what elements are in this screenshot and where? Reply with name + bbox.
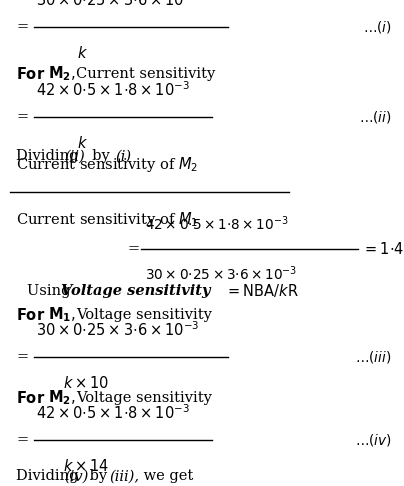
Text: $= 1{\cdot}4$: $= 1{\cdot}4$ (362, 241, 404, 257)
Text: (ii): (ii) (64, 150, 84, 163)
Text: Voltage sensitivity: Voltage sensitivity (76, 391, 212, 404)
Text: Voltage sensitivity: Voltage sensitivity (61, 284, 211, 297)
Text: Current sensitivity of $M_1$: Current sensitivity of $M_1$ (16, 210, 198, 229)
Text: $30\times0{\cdot}25\times3{\cdot}6\times10^{-3}$: $30\times0{\cdot}25\times3{\cdot}6\times… (36, 321, 200, 339)
Text: $k$: $k$ (77, 135, 88, 151)
Text: $42\times0{\cdot}5\times1{\cdot}8\times10^{-3}$: $42\times0{\cdot}5\times1{\cdot}8\times1… (145, 215, 289, 233)
Text: Dividing: Dividing (16, 469, 83, 483)
Text: (iii),: (iii), (109, 469, 139, 483)
Text: (iv): (iv) (64, 469, 88, 483)
Text: $= \mathrm{NBA}/k\mathrm{R}$: $= \mathrm{NBA}/k\mathrm{R}$ (225, 282, 299, 299)
Text: $k\times10$: $k\times10$ (63, 375, 109, 391)
Text: we get: we get (139, 469, 194, 483)
Text: $42\times0{\cdot}5\times1{\cdot}8\times10^{-3}$: $42\times0{\cdot}5\times1{\cdot}8\times1… (36, 403, 190, 422)
Text: (i): (i) (115, 150, 131, 163)
Text: $\ldots(iii)$: $\ldots(iii)$ (356, 349, 392, 365)
Text: =: = (16, 350, 28, 364)
Text: $\ldots(ii)$: $\ldots(ii)$ (359, 109, 392, 124)
Text: $\mathbf{M_2},$: $\mathbf{M_2},$ (48, 388, 75, 407)
Text: =: = (16, 110, 28, 123)
Text: $\ldots(i)$: $\ldots(i)$ (363, 19, 392, 35)
Text: Current sensitivity: Current sensitivity (76, 67, 215, 81)
Text: $k$: $k$ (77, 45, 88, 61)
Text: Dividing: Dividing (16, 150, 83, 163)
Text: by: by (85, 469, 112, 483)
Text: $\ldots(iv)$: $\ldots(iv)$ (355, 432, 392, 448)
Text: $42\times0{\cdot}5\times1{\cdot}8\times10^{-3}$: $42\times0{\cdot}5\times1{\cdot}8\times1… (36, 80, 190, 99)
Text: Voltage sensitivity: Voltage sensitivity (76, 308, 212, 322)
Text: Using: Using (27, 284, 76, 297)
Text: $\mathbf{For}$: $\mathbf{For}$ (16, 66, 45, 82)
Text: $\mathbf{M_1},$: $\mathbf{M_1},$ (48, 306, 75, 324)
Text: by: by (83, 150, 114, 163)
Text: $30\times0{\cdot}25\times3{\cdot}6\times10^{-3}$: $30\times0{\cdot}25\times3{\cdot}6\times… (145, 264, 298, 283)
Text: Current sensitivity of $M_2$: Current sensitivity of $M_2$ (16, 155, 198, 174)
Text: $\mathbf{M_2},$: $\mathbf{M_2},$ (48, 65, 75, 83)
Text: $k\times14$: $k\times14$ (63, 458, 109, 474)
Text: $30\times0{\cdot}25\times3{\cdot}6\times10^{-3}$: $30\times0{\cdot}25\times3{\cdot}6\times… (36, 0, 200, 9)
Text: =: = (16, 433, 28, 447)
Text: =: = (16, 20, 28, 34)
Text: $\mathbf{For}$: $\mathbf{For}$ (16, 307, 45, 323)
Text: $\mathbf{For}$: $\mathbf{For}$ (16, 390, 45, 405)
Text: =: = (127, 242, 139, 256)
